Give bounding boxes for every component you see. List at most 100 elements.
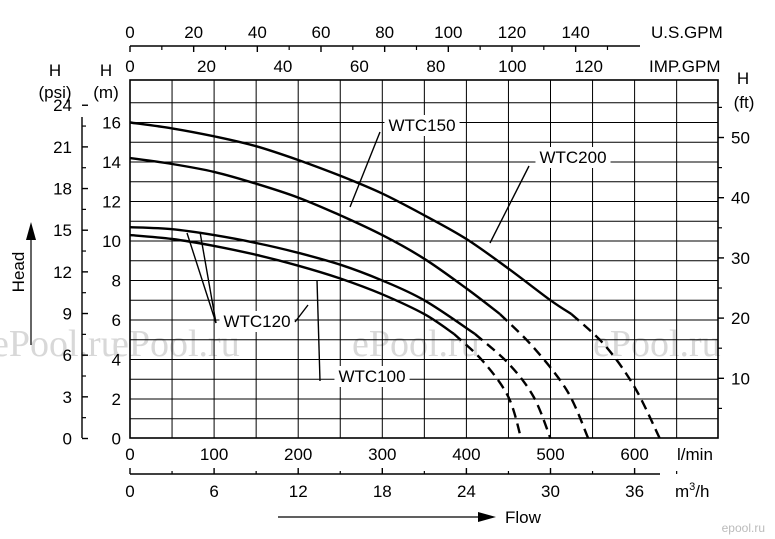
tick-label-ft: 40 — [731, 189, 750, 208]
tick-label-lmin: 500 — [536, 445, 564, 464]
axis-unit-m: (m) — [93, 83, 118, 102]
tick-label-lmin: 200 — [284, 445, 312, 464]
tick-label-psi: 24 — [53, 96, 72, 115]
tick-label-impgpm: 80 — [426, 57, 445, 76]
tick-label-ft: 10 — [731, 369, 750, 388]
axis-unit-psi: (psi) — [38, 83, 71, 102]
tick-label-m3h: 24 — [457, 482, 476, 501]
unit-superscript: 3 — [689, 481, 695, 493]
tick-label-ft: 20 — [731, 309, 750, 328]
axis-unit-usgpm: U.S.GPM — [651, 23, 723, 42]
axis-label-ft: H — [737, 69, 749, 88]
tick-label-psi: 12 — [53, 263, 72, 282]
leader-line-wtc120 — [186, 232, 217, 324]
tick-label-psi: 6 — [63, 346, 72, 365]
grid — [130, 80, 718, 438]
leader-line-wtc100 — [316, 279, 321, 382]
tick-label-impgpm: 120 — [575, 57, 603, 76]
series-labels: WTC150 WTC200 WTC120 WTC100 — [186, 115, 611, 387]
flow-arrow-head — [478, 512, 496, 522]
series-label-background-wtc100 — [334, 366, 410, 387]
axis-label-psi: H — [49, 61, 61, 80]
series-line-dashed-wtc150 — [499, 313, 590, 439]
axis-unit-ft: (ft) — [734, 93, 755, 112]
tick-label-impgpm: 0 — [125, 57, 134, 76]
tick-label-m3h: 0 — [125, 482, 134, 501]
tick-label-m3h: 18 — [373, 482, 392, 501]
tick-label-impgpm: 40 — [273, 57, 292, 76]
watermark-text: ePool.ru — [112, 323, 240, 365]
axis-unit-m3h: m3/h — [675, 481, 709, 501]
series-label-wtc120: WTC120 — [223, 312, 290, 331]
leader-line-wtc150 — [349, 131, 381, 208]
head-arrow-head — [26, 222, 36, 240]
tick-label-impgpm: 60 — [350, 57, 369, 76]
tick-label-usgpm: 60 — [312, 23, 331, 42]
tick-label-psi: 15 — [53, 221, 72, 240]
tick-label-lmin: 600 — [620, 445, 648, 464]
tick-label-usgpm: 140 — [561, 23, 589, 42]
tick-label-psi: 18 — [53, 180, 72, 199]
axis-unit-lmin: l/min — [677, 445, 713, 464]
leader-line-wtc120 — [294, 304, 309, 323]
series-label-background-wtc120 — [219, 311, 295, 332]
watermark-corner: epool.ru — [722, 521, 765, 535]
series-label-background-wtc150 — [384, 115, 460, 136]
leader-line-wtc200 — [489, 165, 530, 244]
series-line-wtc100 — [129, 233, 455, 335]
series-line-wtc150 — [129, 156, 501, 316]
tick-label-usgpm: 0 — [125, 23, 134, 42]
tick-label-usgpm: 20 — [184, 23, 203, 42]
tick-label-m: 0 — [112, 430, 121, 449]
series-line-wtc120 — [129, 226, 476, 335]
plot-frame — [129, 79, 719, 439]
series-line-dashed-wtc200 — [570, 313, 661, 440]
tick-label-impgpm: 100 — [498, 57, 526, 76]
watermark-text: ePool.ru — [593, 323, 721, 365]
series-label-wtc150: WTC150 — [388, 116, 455, 135]
tick-label-m: 10 — [102, 232, 121, 251]
tick-label-m: 12 — [102, 193, 121, 212]
tick-label-usgpm: 100 — [434, 23, 462, 42]
tick-label-m: 4 — [112, 351, 121, 370]
tick-label-ft: 30 — [731, 249, 750, 268]
axis-label-m: H — [100, 61, 112, 80]
tick-label-usgpm: 120 — [498, 23, 526, 42]
tick-label-lmin: 100 — [200, 445, 228, 464]
tick-label-m: 8 — [112, 272, 121, 291]
tick-label-m3h: 30 — [541, 482, 560, 501]
tick-label-m3h: 36 — [625, 482, 644, 501]
tick-label-psi: 0 — [63, 430, 72, 449]
series-line-dashed-wtc120 — [474, 332, 552, 439]
x-axis-title: Flow — [505, 508, 542, 527]
tick-label-m: 2 — [112, 390, 121, 409]
tick-label-m3h: 6 — [209, 482, 218, 501]
series-layer — [129, 121, 661, 440]
tick-label-m3h: 12 — [289, 482, 308, 501]
series-label-wtc200: WTC200 — [539, 148, 606, 167]
tick-label-lmin: 0 — [125, 445, 134, 464]
tick-label-psi: 9 — [63, 305, 72, 324]
tick-label-ft: 50 — [731, 129, 750, 148]
tick-label-psi: 3 — [63, 388, 72, 407]
tick-label-lmin: 300 — [368, 445, 396, 464]
watermark-text: ePool.ru — [352, 323, 480, 365]
tick-label-m: 14 — [102, 153, 121, 172]
tick-label-usgpm: 40 — [248, 23, 267, 42]
tick-label-m: 16 — [102, 114, 121, 133]
series-label-background-wtc200 — [535, 147, 611, 168]
tick-label-psi: 21 — [53, 138, 72, 157]
unit-m-part: m — [675, 482, 689, 501]
tick-label-usgpm: 80 — [375, 23, 394, 42]
series-line-wtc200 — [129, 121, 573, 316]
watermark-text: ePool.ru — [0, 323, 120, 365]
axis-unit-impgpm: IMP.GPM — [649, 57, 720, 76]
tick-label-m: 6 — [112, 311, 121, 330]
tick-label-impgpm: 20 — [197, 57, 216, 76]
y-axis-title: Head — [9, 252, 28, 293]
tick-label-lmin: 400 — [452, 445, 480, 464]
series-label-wtc100: WTC100 — [338, 367, 405, 386]
